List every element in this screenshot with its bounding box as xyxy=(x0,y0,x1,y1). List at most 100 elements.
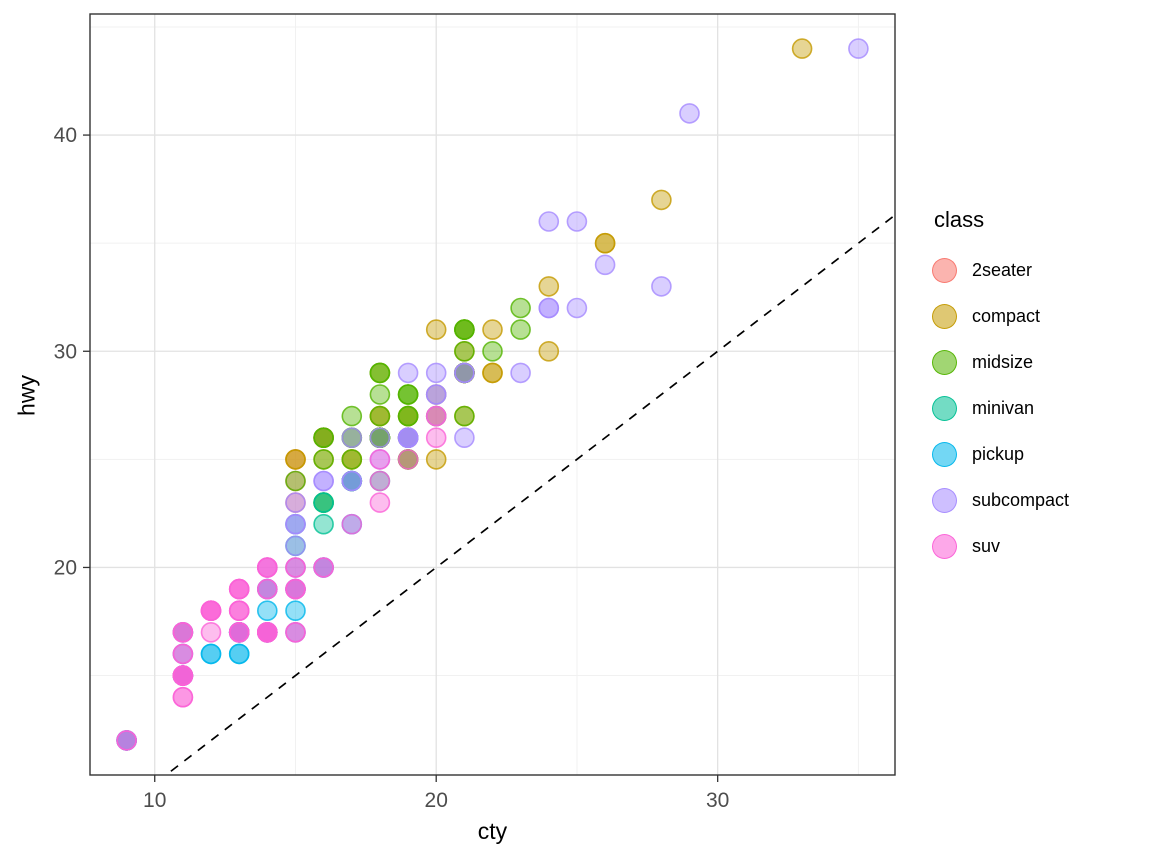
legend-key-circle xyxy=(932,303,957,329)
data-point-suv xyxy=(313,557,334,578)
data-point-midsize xyxy=(510,319,531,340)
data-point-subcompact xyxy=(510,362,531,384)
data-point-midsize xyxy=(369,384,391,405)
legend-entry-suv: suv xyxy=(932,523,1069,569)
data-point-suv xyxy=(425,427,447,449)
data-point-compact xyxy=(538,276,560,297)
legend-key-circle xyxy=(932,349,957,375)
legend-key-circle xyxy=(932,533,957,559)
data-point-suv xyxy=(256,621,278,643)
data-point-pickup xyxy=(256,600,278,622)
x-tick-label: 20 xyxy=(425,789,448,812)
legend: class 2seater compact midsize minivan pickup… xyxy=(932,207,1069,569)
legend-entry-subcompact: subcompact xyxy=(932,477,1069,523)
legend-key-circle xyxy=(932,487,957,513)
data-point-suv xyxy=(200,600,222,622)
data-point-subcompact xyxy=(285,492,306,513)
data-point-subcompact xyxy=(369,427,391,449)
data-point-midsize xyxy=(397,384,419,405)
data-point-subcompact xyxy=(538,297,560,319)
x-tick-label: 30 xyxy=(706,789,729,812)
data-point-subcompact xyxy=(848,38,869,59)
data-point-suv xyxy=(425,405,447,427)
y-tick-label: 40 xyxy=(54,124,77,147)
data-point-compact xyxy=(791,38,813,59)
data-point-suv xyxy=(397,449,419,470)
data-point-midsize xyxy=(369,405,391,427)
legend-key-circle xyxy=(932,441,957,467)
data-point-midsize xyxy=(510,297,531,319)
data-point-subcompact xyxy=(397,427,419,449)
data-point-suv xyxy=(172,621,194,643)
data-point-subcompact xyxy=(313,470,334,492)
data-point-subcompact xyxy=(397,362,419,384)
data-point-subcompact xyxy=(285,535,306,557)
data-point-suv xyxy=(285,621,306,643)
legend-entries: 2seater compact midsize minivan pickup subcom… xyxy=(932,247,1069,569)
data-point-suv xyxy=(172,686,194,708)
data-point-compact xyxy=(651,189,672,211)
data-point-suv xyxy=(200,621,222,643)
data-point-subcompact xyxy=(566,297,588,319)
y-tick-label: 20 xyxy=(54,556,77,579)
legend-key-circle xyxy=(932,257,957,283)
data-point-suv xyxy=(172,643,194,665)
data-point-suv xyxy=(256,578,278,600)
data-point-suv xyxy=(116,730,137,751)
legend-key-circle xyxy=(932,395,957,421)
data-point-midsize xyxy=(313,449,334,470)
data-point-subcompact xyxy=(594,254,616,276)
legend-entry-label: compact xyxy=(972,305,1041,326)
data-point-subcompact xyxy=(341,470,363,492)
data-point-midsize xyxy=(313,427,334,449)
data-point-suv xyxy=(256,557,278,578)
data-point-midsize xyxy=(397,405,419,427)
data-point-suv xyxy=(228,621,250,643)
data-point-compact xyxy=(482,362,503,384)
data-point-subcompact xyxy=(341,427,363,449)
legend-entry-minivan: minivan xyxy=(932,385,1069,431)
data-point-suv xyxy=(341,513,363,535)
data-point-subcompact xyxy=(538,211,560,232)
data-point-subcompact xyxy=(679,103,700,124)
legend-entry-label: 2seater xyxy=(972,259,1033,280)
data-point-suv xyxy=(228,600,250,622)
data-point-subcompact xyxy=(454,362,475,384)
data-point-midsize xyxy=(369,362,391,384)
data-point-midsize xyxy=(454,340,475,362)
data-point-pickup xyxy=(285,600,306,622)
data-point-minivan xyxy=(313,513,334,535)
data-point-suv xyxy=(285,578,306,600)
data-point-suv xyxy=(172,665,194,686)
data-point-suv xyxy=(369,470,391,492)
data-point-suv xyxy=(369,492,391,513)
legend-entry-compact: compact xyxy=(932,293,1069,339)
panel-border xyxy=(89,13,896,776)
data-point-compact xyxy=(425,449,447,470)
legend-entry-label: pickup xyxy=(972,443,1025,464)
identity-reference-line xyxy=(164,214,895,775)
data-point-compact xyxy=(482,319,503,340)
data-point-midsize xyxy=(454,405,475,427)
data-point-midsize xyxy=(341,405,363,427)
data-point-subcompact xyxy=(425,384,447,405)
data-point-midsize xyxy=(285,470,306,492)
legend-entry-midsize: midsize xyxy=(932,339,1069,385)
legend-entry-label: midsize xyxy=(972,351,1034,372)
data-point-midsize xyxy=(482,340,503,362)
data-point-subcompact xyxy=(651,276,672,297)
legend-title: class xyxy=(934,207,985,232)
legend-entry-pickup: pickup xyxy=(932,431,1069,477)
data-point-subcompact xyxy=(566,211,588,232)
legend-entry-label: minivan xyxy=(972,397,1035,418)
data-point-minivan xyxy=(313,492,334,513)
data-point-compact xyxy=(285,449,306,470)
y-tick-label: 30 xyxy=(54,340,77,363)
data-point-suv xyxy=(369,449,391,470)
data-point-pickup xyxy=(228,643,250,665)
x-axis-title: cty xyxy=(477,818,508,844)
legend-entry-2seater: 2seater xyxy=(932,247,1069,293)
x-tick-label: 10 xyxy=(143,789,166,812)
